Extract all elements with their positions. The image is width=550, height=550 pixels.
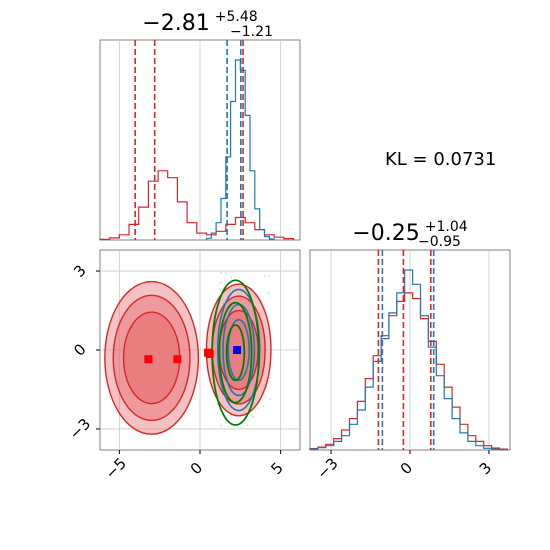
panel-marginal-x-title-plus: +5.48 <box>215 9 258 25</box>
right-histogram-series-0 <box>309 292 508 450</box>
joint-scatter-point <box>230 277 232 279</box>
joint-scatter-point <box>267 292 270 294</box>
panel-marginal-x-title-median: −2.81 <box>142 11 209 36</box>
right-histogram-series-1 <box>309 269 508 451</box>
panel-joint <box>99 249 301 451</box>
panel-marginal-y-title-plus: +1.04 <box>425 219 468 235</box>
panel-marginal-y <box>309 249 511 451</box>
joint-ytick-label-0: −3 <box>66 415 94 443</box>
kl-annotation: KL = 0.0731 <box>385 149 496 170</box>
joint-red-marker-3 <box>204 348 213 357</box>
joint-scatter-point <box>252 416 254 418</box>
joint-scatter-point <box>257 407 259 409</box>
joint-scatter-point <box>253 403 255 405</box>
joint-blue-marker <box>233 346 242 354</box>
joint-scatter-point <box>266 386 268 388</box>
joint-scatter-point <box>222 303 224 305</box>
panel-marginal-x <box>99 39 301 241</box>
panel-marginal-x-title: −2.81 +5.48 <box>142 9 257 36</box>
joint-scatter-point <box>246 424 249 426</box>
top-histogram-series-1 <box>205 59 275 240</box>
joint-scatter-point <box>269 398 271 400</box>
joint-scatter-point <box>216 403 219 406</box>
joint-xtick-label-1: 0 <box>187 459 206 478</box>
joint-scatter-point <box>228 288 231 291</box>
joint-scatter-point <box>263 405 265 407</box>
joint-ytick-label-2: 3 <box>70 261 89 280</box>
joint-blue-contour-2 <box>227 318 250 382</box>
joint-xtick-label-2: 5 <box>267 459 286 478</box>
joint-red-marker-1 <box>173 355 182 364</box>
right-xtick-label-0: −3 <box>313 454 341 482</box>
joint-red-marker-0 <box>144 355 153 364</box>
panel-marginal-x-title-minus: −1.21 <box>230 24 273 40</box>
panel-marginal-y-title-median: −0.25 <box>352 221 419 246</box>
joint-green-contour-0 <box>225 324 246 382</box>
joint-scatter-point <box>219 281 222 284</box>
joint-green-contour-1 <box>218 301 253 404</box>
joint-ytick-label-1: 0 <box>70 340 89 359</box>
panel-marginal-y-title: −0.25 +1.04 <box>352 219 468 246</box>
joint-scatter-point <box>269 376 271 379</box>
joint-scatter-point <box>225 272 227 275</box>
right-xtick-label-1: 0 <box>397 459 416 478</box>
joint-scatter-point <box>268 275 270 277</box>
joint-scatter-point <box>224 422 227 424</box>
panel-marginal-y-title-minus: −0.95 <box>418 234 461 250</box>
joint-scatter-point <box>263 275 266 277</box>
joint-xtick-label-0: −5 <box>102 454 130 482</box>
joint-scatter-point <box>220 424 222 427</box>
joint-scatter-point <box>220 271 222 274</box>
joint-scatter-point <box>219 289 222 291</box>
right-xtick-label-2: 3 <box>476 459 495 478</box>
